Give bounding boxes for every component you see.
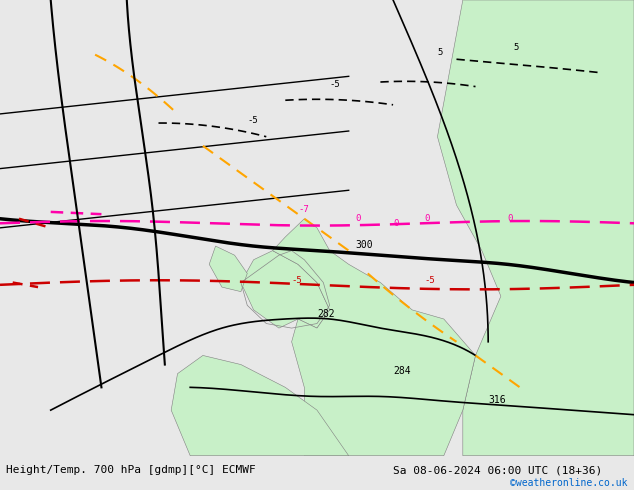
Text: 0: 0 (355, 214, 360, 223)
Polygon shape (437, 0, 634, 456)
Text: 5: 5 (514, 43, 519, 52)
Text: -7: -7 (298, 205, 309, 214)
Text: Height/Temp. 700 hPa [gdmp][°C] ECMWF: Height/Temp. 700 hPa [gdmp][°C] ECMWF (6, 466, 256, 475)
Polygon shape (273, 219, 476, 456)
Text: 282: 282 (317, 309, 335, 318)
Text: -5: -5 (292, 275, 302, 285)
Text: -5: -5 (330, 79, 340, 89)
Text: -5: -5 (425, 275, 436, 285)
Text: 0: 0 (507, 214, 512, 223)
Text: -5: -5 (247, 116, 258, 125)
Text: 284: 284 (393, 366, 411, 376)
Text: 5: 5 (437, 48, 443, 57)
Text: 0: 0 (425, 214, 430, 223)
Polygon shape (171, 355, 349, 456)
Text: ©weatheronline.co.uk: ©weatheronline.co.uk (510, 478, 628, 488)
Text: Sa 08-06-2024 06:00 UTC (18+36): Sa 08-06-2024 06:00 UTC (18+36) (393, 466, 602, 475)
Polygon shape (241, 251, 330, 328)
Text: 316: 316 (488, 395, 506, 405)
Text: 0: 0 (393, 219, 398, 227)
Polygon shape (209, 246, 247, 292)
Text: 300: 300 (355, 241, 373, 250)
